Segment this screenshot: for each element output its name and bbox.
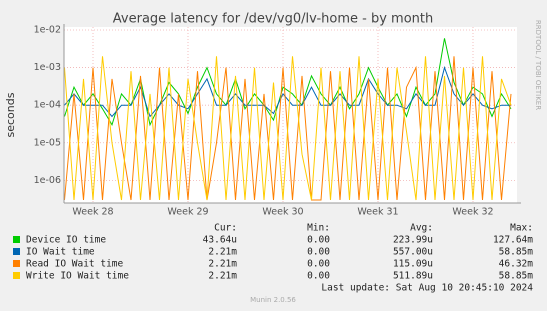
x-tick-label: Week 28 [72,207,113,218]
series-line [64,38,512,127]
legend-value: 58.85m [499,271,534,282]
x-tick-label: Week 29 [167,207,208,218]
x-tick-label: Week 31 [357,207,398,218]
legend-value: 43.64u [203,235,237,246]
legend-header: Max: [510,223,533,234]
legend-value: 557.00u [393,247,433,258]
last-update: Last update: Sat Aug 10 20:45:10 2024 [321,283,533,294]
legend-value: 115.09u [393,259,433,270]
side-label: RRDTOOL / TOBI OETIKER [534,20,542,110]
chart-title: Average latency for /dev/vg0/lv-home - b… [113,12,433,27]
legend-label: IO Wait time [26,247,95,258]
series-line [64,56,512,201]
legend-value: 46.32m [499,259,534,270]
y-tick-label: 1e-03 [34,62,61,73]
y-axis-label: seconds [4,92,17,137]
legend-value: 0.00 [307,235,330,246]
legend-value: 0.00 [307,247,330,258]
legend-value: 0.00 [307,271,330,282]
legend-value: 2.21m [208,259,237,270]
legend-label: Device IO time [26,235,106,246]
legend-label: Read IO Wait time [26,259,124,270]
legend-value: 58.85m [499,247,534,258]
legend-value: 2.21m [208,247,237,258]
legend-header: Min: [307,223,330,234]
legend-value: 511.89u [393,271,433,282]
legend-swatch [13,236,20,243]
legend-swatch [13,248,20,255]
y-tick-label: 1e-02 [34,24,61,35]
legend-value: 127.64m [493,235,533,246]
x-tick-label: Week 30 [262,207,303,218]
footer: Munin 2.0.56 [250,296,296,304]
legend-value: 0.00 [307,259,330,270]
legend-swatch [13,260,20,267]
legend-label: Write IO Wait time [26,271,129,282]
legend-value: 223.99u [393,235,433,246]
legend-value: 2.21m [208,271,237,282]
legend-header: Avg: [410,223,433,234]
y-tick-label: 1e-05 [34,137,61,148]
legend-header: Cur: [214,223,237,234]
y-tick-label: 1e-06 [34,175,61,186]
x-tick-label: Week 32 [452,207,493,218]
y-tick-label: 1e-04 [34,100,61,111]
legend-swatch [13,272,20,279]
